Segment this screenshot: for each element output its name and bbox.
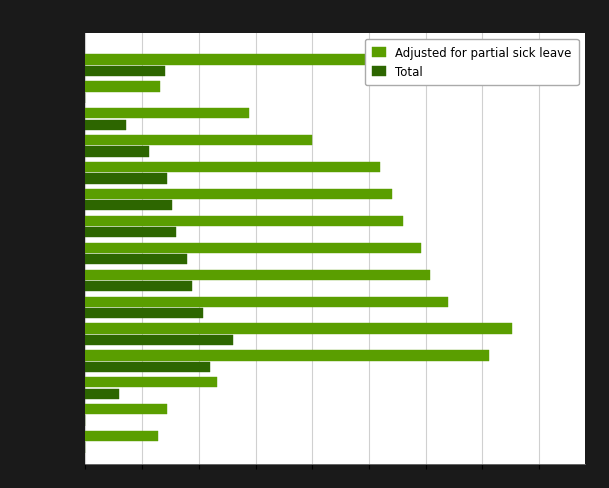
Legend: Adjusted for partial sick leave, Total: Adjusted for partial sick leave, Total xyxy=(365,40,579,86)
Bar xyxy=(85,324,512,334)
Bar xyxy=(85,282,192,291)
Bar xyxy=(85,297,448,307)
Bar xyxy=(85,404,167,414)
Bar xyxy=(85,216,403,226)
Bar xyxy=(85,243,421,253)
Bar xyxy=(85,377,217,387)
Bar xyxy=(85,82,160,92)
Bar xyxy=(85,270,431,280)
Bar xyxy=(85,350,489,361)
Bar xyxy=(85,389,119,399)
Bar xyxy=(85,201,172,211)
Bar xyxy=(85,362,210,372)
Bar xyxy=(85,55,398,65)
Bar xyxy=(85,431,158,441)
Bar xyxy=(85,163,381,173)
Bar xyxy=(85,121,126,130)
Bar xyxy=(85,189,392,200)
Bar xyxy=(85,109,248,119)
Bar xyxy=(85,136,312,146)
Bar xyxy=(85,147,149,157)
Bar xyxy=(85,228,176,238)
Bar xyxy=(85,174,167,184)
Bar xyxy=(85,255,188,264)
Bar xyxy=(85,67,164,77)
Bar xyxy=(85,308,203,318)
Bar xyxy=(85,335,233,345)
